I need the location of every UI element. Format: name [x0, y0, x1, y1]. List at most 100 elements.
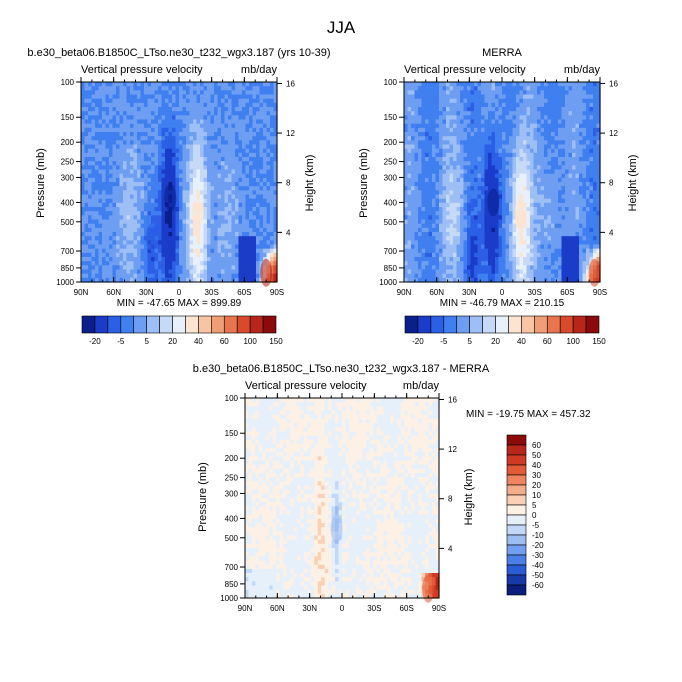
- heatmap-cell: [193, 144, 198, 150]
- heatmap-cell: [558, 211, 563, 216]
- heatmap-cell: [182, 219, 187, 225]
- heatmap-cell: [256, 173, 261, 179]
- heatmap-cell: [186, 144, 191, 150]
- heatmap-cell: [221, 98, 226, 104]
- heatmap-cell: [130, 240, 135, 246]
- heatmap-cell: [193, 244, 198, 250]
- heatmap-cell: [217, 148, 222, 154]
- heatmap-cell: [224, 136, 229, 141]
- heatmap-cell: [481, 202, 486, 208]
- heatmap-cell: [519, 161, 524, 166]
- heatmap-cell: [432, 165, 437, 171]
- heatmap-cell: [428, 244, 433, 250]
- heatmap-cell: [467, 102, 472, 108]
- heatmap-cell: [214, 152, 219, 158]
- heatmap-cell: [179, 186, 184, 191]
- heatmap-cell: [207, 123, 212, 129]
- heatmap-cell: [231, 157, 236, 162]
- heatmap-cell: [242, 194, 247, 200]
- heatmap-cell: [130, 107, 135, 112]
- heatmap-cell: [133, 123, 138, 129]
- heatmap-cell: [126, 190, 131, 196]
- heatmap-cell: [245, 148, 250, 154]
- heatmap-cell: [467, 144, 472, 150]
- heatmap-cell: [425, 236, 430, 241]
- heatmap-cell: [259, 144, 264, 150]
- heatmap-cell: [547, 169, 552, 175]
- heatmap-cell: [491, 90, 496, 96]
- heatmap-cell: [147, 86, 152, 91]
- heatmap-cell: [137, 219, 142, 225]
- heatmap-cell: [98, 98, 103, 104]
- heatmap-cell: [523, 169, 528, 175]
- heatmap-cell: [404, 152, 409, 158]
- heatmap-cell: [168, 111, 173, 116]
- heatmap-cell: [210, 148, 215, 154]
- heatmap-cell: [151, 132, 156, 137]
- heatmap-cell: [256, 102, 261, 108]
- heatmap-cell: [214, 111, 219, 116]
- heatmap-cell: [235, 132, 240, 137]
- heatmap-cell: [231, 202, 236, 208]
- heatmap-cell: [456, 232, 461, 237]
- heatmap-cell: [526, 227, 531, 233]
- heatmap-cell: [102, 223, 107, 229]
- heatmap-cell: [217, 115, 222, 121]
- heatmap-cell: [540, 177, 545, 183]
- heatmap-cell: [421, 165, 426, 171]
- heatmap-cell: [179, 132, 184, 137]
- heatmap-cell: [505, 236, 510, 241]
- heatmap-cell: [95, 194, 100, 200]
- heatmap-cell: [238, 252, 243, 258]
- heatmap-cell: [81, 182, 86, 187]
- heatmap-cell: [544, 94, 549, 100]
- heatmap-cell: [130, 261, 135, 266]
- heatmap-cell: [109, 82, 114, 87]
- heatmap-cell: [116, 211, 121, 216]
- heatmap-cell: [210, 119, 215, 125]
- heatmap-cell: [491, 223, 496, 229]
- heatmap-cell: [425, 157, 430, 162]
- heatmap-cell: [526, 207, 531, 212]
- heatmap-cell: [547, 177, 552, 183]
- heatmap-cell: [418, 132, 423, 137]
- heatmap-cell: [411, 223, 416, 229]
- heatmap-cell: [425, 261, 430, 266]
- heatmap-cell: [158, 98, 163, 104]
- heatmap-cell: [533, 102, 538, 108]
- heatmap-cell: [245, 82, 250, 87]
- heatmap-cell: [270, 102, 275, 108]
- heatmap-cell: [463, 94, 468, 100]
- heatmap-cell: [425, 198, 430, 204]
- heatmap-cell: [109, 157, 114, 162]
- heatmap-cell: [498, 236, 503, 241]
- heatmap-cell: [91, 107, 96, 112]
- heatmap-cell: [460, 148, 465, 154]
- heatmap-cell: [235, 173, 240, 179]
- heatmap-cell: [474, 186, 479, 191]
- heatmap-cell: [509, 265, 514, 271]
- heatmap-cell: [256, 144, 261, 150]
- heatmap-cell: [449, 132, 454, 137]
- heatmap-cell: [189, 265, 194, 271]
- heatmap-cell: [214, 127, 219, 133]
- heatmap-cell: [414, 144, 419, 150]
- heatmap-cell: [474, 161, 479, 166]
- heatmap-cell: [533, 257, 538, 262]
- heatmap-cell: [231, 211, 236, 216]
- heatmap-cell: [442, 157, 447, 162]
- heatmap-cell: [533, 248, 538, 254]
- heatmap-cell: [453, 115, 458, 121]
- heatmap-cell: [404, 177, 409, 183]
- heatmap-cell: [467, 94, 472, 100]
- heatmap-cell: [421, 244, 426, 250]
- heatmap-cell: [446, 82, 451, 87]
- heatmap-cell: [537, 215, 542, 221]
- heatmap-cell: [439, 182, 444, 187]
- heatmap-cell: [456, 219, 461, 225]
- heatmap-cell: [214, 202, 219, 208]
- heatmap-cell: [456, 257, 461, 262]
- heatmap-cell: [116, 165, 121, 171]
- heatmap-cell: [418, 161, 423, 166]
- heatmap-cell: [165, 98, 170, 104]
